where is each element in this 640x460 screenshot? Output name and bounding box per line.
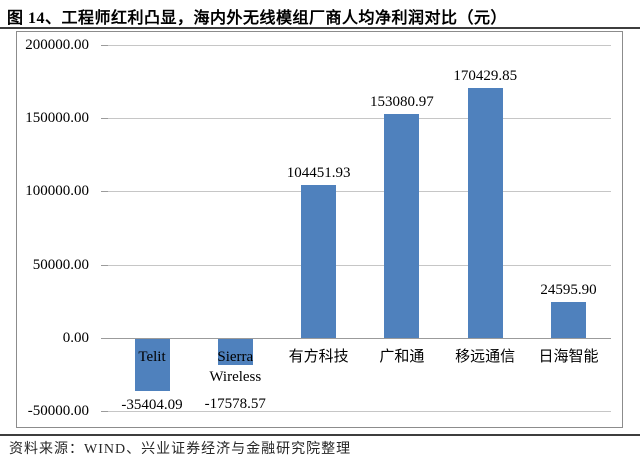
footer-divider-line [0, 434, 640, 436]
figure-title: 图 14、工程师红利凸显，海内外无线模组厂商人均净利润对比（元） [7, 10, 508, 27]
y-axis-tick-label: 0.00 [62, 330, 89, 346]
y-axis-tick-label: 50000.00 [32, 256, 89, 273]
y-axis-tickmark [101, 191, 108, 193]
source-note: 资料来源：WIND、兴业证券经济与金融研究院整理 [9, 442, 352, 457]
bar-4 [467, 88, 503, 338]
data-label: 153080.97 [370, 93, 434, 110]
y-axis-tick-label: 200000.00 [25, 36, 89, 53]
gridline [108, 44, 611, 46]
gridline [108, 411, 611, 413]
y-axis-tickmark [101, 338, 108, 339]
data-label: 104451.93 [286, 164, 351, 181]
zero-axis-line [108, 338, 611, 339]
bar-0 [134, 339, 170, 391]
bar-1 [217, 339, 253, 365]
data-label: 24595.90 [540, 281, 597, 298]
category-label: Telit [138, 349, 166, 365]
category-label: Sierra Wireless [209, 349, 262, 385]
y-axis-tick-label: 150000.00 [25, 110, 89, 127]
bar-3 [384, 113, 420, 338]
data-label: -17578.57 [204, 396, 266, 412]
gridline [108, 264, 611, 266]
data-label: 170429.85 [453, 68, 518, 85]
y-axis-tick-label: -50000.00 [27, 403, 89, 420]
title-divider-line [0, 27, 640, 29]
y-axis-tickmark [101, 44, 108, 46]
y-axis-tick-label: 100000.00 [25, 183, 89, 200]
chart-plot-area: 200000.00 150000.00 100000.00 50000.00 0.00 -… [16, 31, 623, 428]
data-label: -35404.09 [121, 396, 183, 413]
category-label: 有方科技 [288, 349, 349, 365]
gridline [108, 191, 611, 193]
bar-5 [551, 301, 586, 338]
category-label: 日海智能 [538, 349, 599, 365]
y-axis-tickmark [101, 264, 108, 266]
gridline [108, 118, 611, 120]
category-label: 移远通信 [455, 349, 516, 365]
bar-2 [301, 184, 337, 338]
y-axis-tickmark [101, 411, 108, 413]
category-label: 广和通 [379, 349, 425, 365]
y-axis-tickmark [101, 118, 108, 120]
